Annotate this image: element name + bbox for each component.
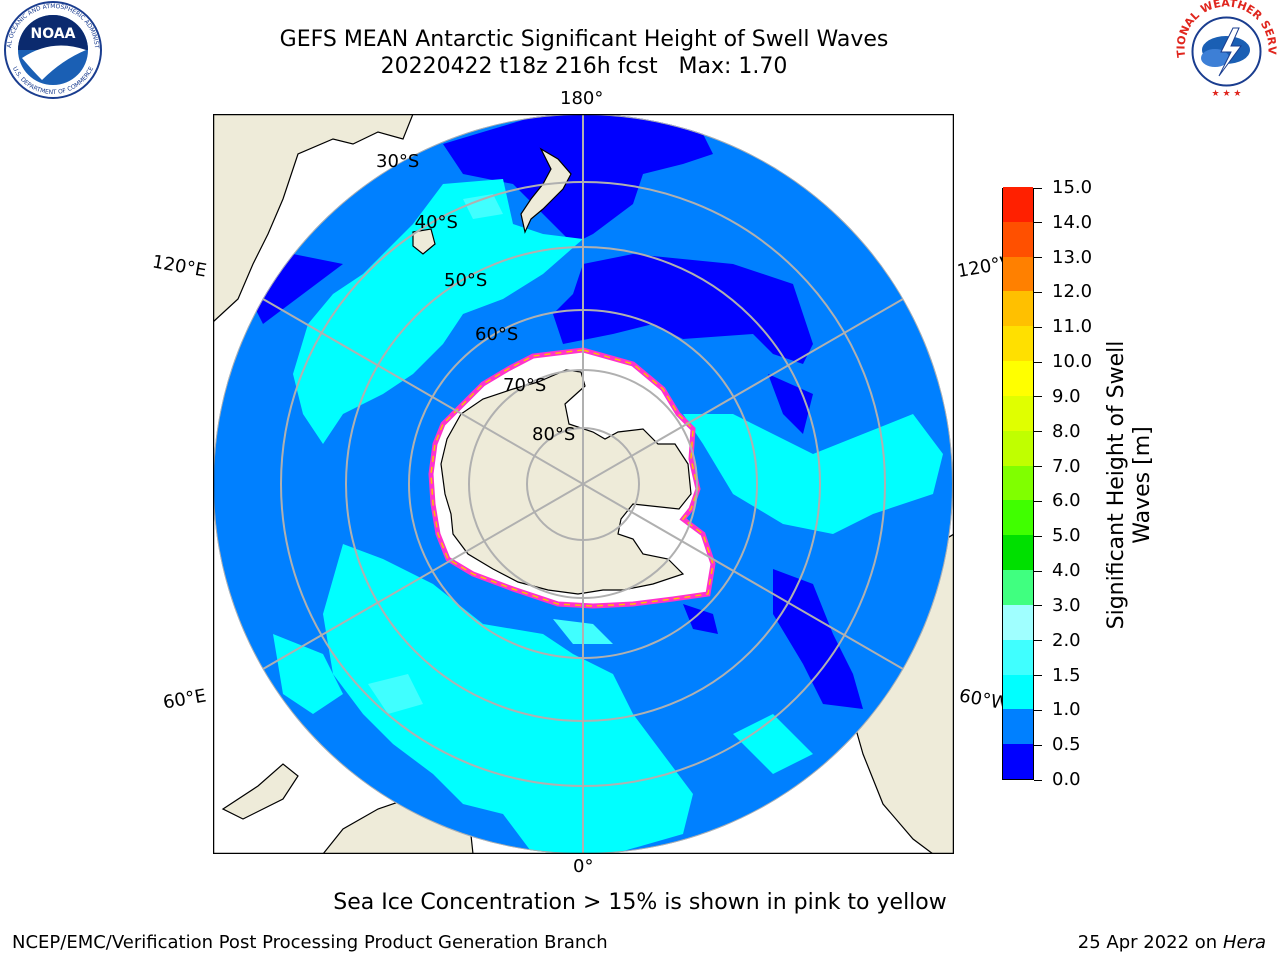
colorbar-segment: [1003, 709, 1033, 745]
chart-title: GEFS MEAN Antarctic Significant Height o…: [279, 27, 889, 52]
lat-label-30s: 30°S: [376, 151, 420, 172]
swell-band-1-1.5: [293, 179, 583, 444]
colorbar-segment: [1003, 291, 1033, 327]
colorbar-tick: [1034, 222, 1042, 224]
graticule: [213, 114, 953, 854]
colorbar-tick: [1034, 640, 1042, 642]
colorbar-segment: [1003, 744, 1033, 779]
colorbar-tick-label: 9.0: [1052, 385, 1081, 407]
colorbar-tick-label: 11.0: [1052, 316, 1093, 338]
svg-text:NOAA: NOAA: [31, 26, 76, 42]
colorbar-tick-label: 10.0: [1052, 351, 1093, 373]
date-stamp: 25 Apr 2022 on Hera: [1077, 932, 1266, 953]
colorbar-tick-label: 1.5: [1052, 664, 1081, 686]
lat-label-50s: 50°S: [444, 270, 488, 291]
colorbar-tick: [1034, 291, 1042, 293]
lat-label-60s: 60°S: [475, 324, 519, 345]
colorbar-tick: [1034, 257, 1042, 259]
colorbar-tick-label: 12.0: [1052, 281, 1093, 303]
colorbar-tick-label: 0.5: [1052, 734, 1081, 756]
tasmania-landmass: [412, 228, 436, 255]
lat-label-80s: 80°S: [532, 424, 576, 445]
colorbar-tick-label: 4.0: [1052, 560, 1081, 582]
swell-band-1.5-2: [368, 674, 423, 714]
lon-label-180: 180°: [560, 88, 604, 109]
swell-band-0-0.5: [683, 604, 718, 634]
colorbar-segment: [1003, 639, 1033, 675]
colorbar-tick: [1034, 709, 1042, 711]
colorbar-tick-label: 14.0: [1052, 211, 1093, 233]
colorbar-tick-label: 15.0: [1052, 177, 1093, 198]
colorbar-segment: [1003, 535, 1033, 571]
swell-band-1-1.5: [323, 544, 693, 854]
colorbar-tick: [1034, 779, 1042, 781]
lon-label-60w: 60°W: [957, 685, 1004, 714]
colorbar-tick-label: 3.0: [1052, 594, 1081, 616]
colorbar-tick: [1034, 500, 1042, 502]
colorbar-tick-label: 7.0: [1052, 455, 1081, 477]
swell-band-0-0.5: [553, 254, 813, 364]
colorbar-tick-label: 6.0: [1052, 490, 1081, 512]
sea-ice-footnote: Sea Ice Concentration > 15% is shown in …: [333, 890, 947, 915]
colorbar-tick: [1034, 605, 1042, 607]
colorbar-tick-label: 13.0: [1052, 246, 1093, 268]
colorbar-segment: [1003, 500, 1033, 536]
colorbar-label: Significant Height of Swell Waves [m]: [1104, 340, 1155, 630]
swell-band-0-0.5: [768, 374, 813, 434]
lat-label-40s: 40°S: [415, 212, 458, 233]
colorbar-segment: [1003, 256, 1033, 292]
swell-band-1.5-2: [463, 194, 503, 219]
polar-map-canvas: [213, 114, 954, 854]
colorbar-tick: [1034, 570, 1042, 572]
lat-label-70s: 70°S: [503, 375, 547, 396]
chart-subtitle: 20220422 t18z 216h fcst Max: 1.70: [380, 54, 788, 79]
lon-label-120e: 120°E: [150, 251, 209, 282]
colorbar-tick-label: 8.0: [1052, 420, 1081, 442]
colorbar-segment: [1003, 674, 1033, 710]
colorbar-tick-label: 0.0: [1052, 769, 1081, 790]
colorbar-tick: [1034, 396, 1042, 398]
colorbar-segment: [1003, 430, 1033, 466]
colorbar-tick-label: 1.0: [1052, 699, 1081, 721]
swell-band-1-1.5: [733, 714, 813, 774]
nws-logo-icon: NATIONAL WEATHER SERVICE ★ ★ ★: [1175, 0, 1278, 102]
credit-line: NCEP/EMC/Verification Post Processing Pr…: [12, 932, 608, 953]
noaa-logo-icon: NOAA NATIONAL OCEANIC AND ATMOSPHERIC AD…: [2, 0, 102, 99]
colorbar: [1002, 186, 1034, 780]
lon-label-60e: 60°E: [161, 685, 208, 714]
madagascar-landmass: [221, 763, 299, 820]
colorbar-segment: [1003, 395, 1033, 431]
colorbar-segment: [1003, 569, 1033, 605]
colorbar-segment: [1003, 604, 1033, 640]
colorbar-tick: [1034, 535, 1042, 537]
colorbar-segment: [1003, 465, 1033, 501]
colorbar-tick-label: 2.0: [1052, 629, 1081, 651]
colorbar-tick: [1034, 187, 1042, 189]
colorbar-tick: [1034, 431, 1042, 433]
colorbar-tick: [1034, 361, 1042, 363]
svg-text:★ ★ ★: ★ ★ ★: [1212, 89, 1242, 99]
polar-map: [213, 114, 954, 854]
swell-band-0-0.5: [443, 114, 713, 244]
colorbar-segment: [1003, 326, 1033, 362]
swell-band-1-1.5: [683, 414, 943, 534]
colorbar-tick: [1034, 744, 1042, 746]
colorbar-tick: [1034, 466, 1042, 468]
lon-label-0: 0°: [573, 856, 594, 877]
swell-band-0-0.5: [773, 569, 863, 709]
colorbar-tick: [1034, 326, 1042, 328]
colorbar-tick: [1034, 675, 1042, 677]
colorbar-tick-label: 5.0: [1052, 525, 1081, 547]
colorbar-segment: [1003, 186, 1033, 222]
australia-landmass: [213, 114, 414, 323]
colorbar-segment: [1003, 360, 1033, 396]
colorbar-segment: [1003, 221, 1033, 257]
